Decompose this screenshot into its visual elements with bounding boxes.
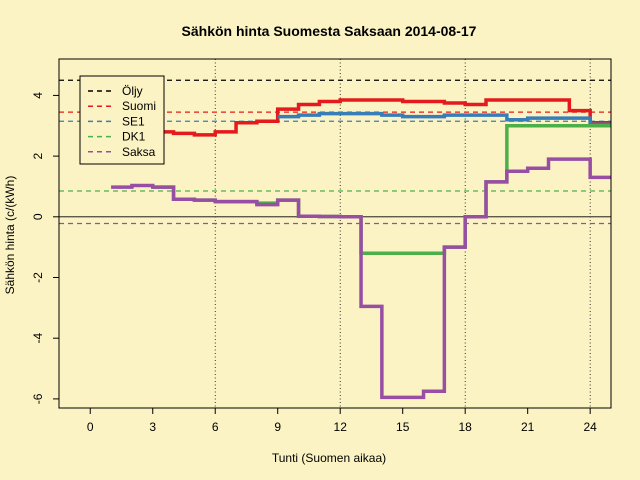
chart-title: Sähkön hinta Suomesta Saksaan 2014-08-17 xyxy=(182,23,477,39)
legend-label-dk1: DK1 xyxy=(122,130,146,144)
x-tick-label: 12 xyxy=(334,420,348,434)
x-tick-label: 21 xyxy=(521,420,535,434)
y-axis-label: Sähkön hinta (c/(kWh) xyxy=(3,176,17,295)
series-line-se1 xyxy=(277,111,611,126)
legend-label-saksa: Saksa xyxy=(122,145,156,159)
x-tick-label: 24 xyxy=(583,420,597,434)
series-line-saksa xyxy=(111,157,611,400)
y-tick-label: 2 xyxy=(31,152,45,159)
y-tick-label: 0 xyxy=(31,213,45,220)
plot-border xyxy=(58,58,612,409)
x-axis-label: Tunti (Suomen aikaa) xyxy=(272,451,386,465)
x-tick-label: 0 xyxy=(87,420,94,434)
x-tick-label: 18 xyxy=(459,420,473,434)
legend-label-oljy: Öljy xyxy=(122,84,143,98)
x-tick-label: 6 xyxy=(212,420,219,434)
legend-box xyxy=(79,75,165,165)
y-tick-label: 4 xyxy=(31,92,45,99)
x-tick-label: 15 xyxy=(396,420,410,434)
series-line-dk1 xyxy=(152,124,611,255)
y-tick-label: -2 xyxy=(31,272,45,283)
legend-label-se1: SE1 xyxy=(122,114,145,128)
series-line-suomi xyxy=(111,98,611,137)
legend-label-suomi: Suomi xyxy=(122,99,156,113)
y-tick-label: -4 xyxy=(31,333,45,344)
y-tick-label: -6 xyxy=(31,393,45,404)
x-tick-label: 3 xyxy=(149,420,156,434)
x-tick-label: 9 xyxy=(274,420,281,434)
